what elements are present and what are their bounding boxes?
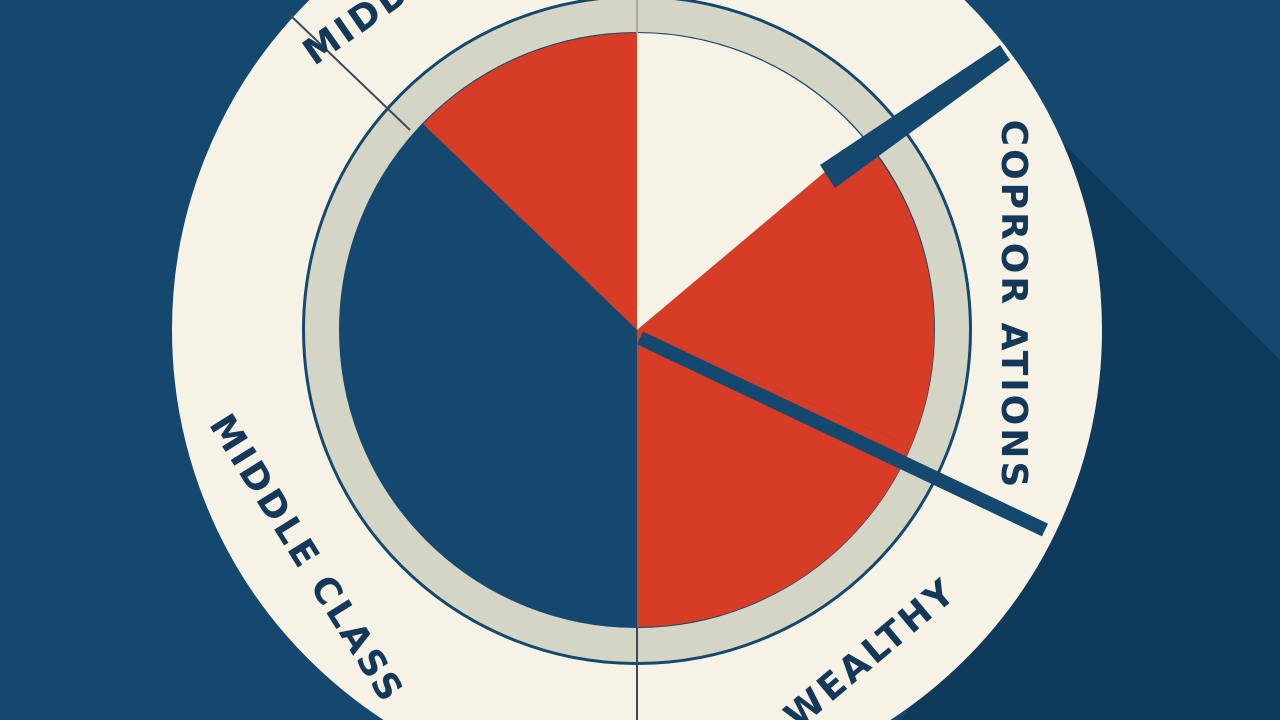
wedge-blue [339, 124, 637, 627]
notch [820, 45, 1010, 188]
wedge-cream [637, 33, 864, 330]
outer-ring [172, 0, 1102, 720]
right-label: COPROR ATIONS [993, 120, 1034, 491]
gap [637, 331, 1048, 537]
wedge-red-bottom [637, 330, 911, 628]
wedge-red-right [637, 139, 935, 446]
wedge-red-top [423, 32, 637, 330]
divider [289, 14, 411, 131]
